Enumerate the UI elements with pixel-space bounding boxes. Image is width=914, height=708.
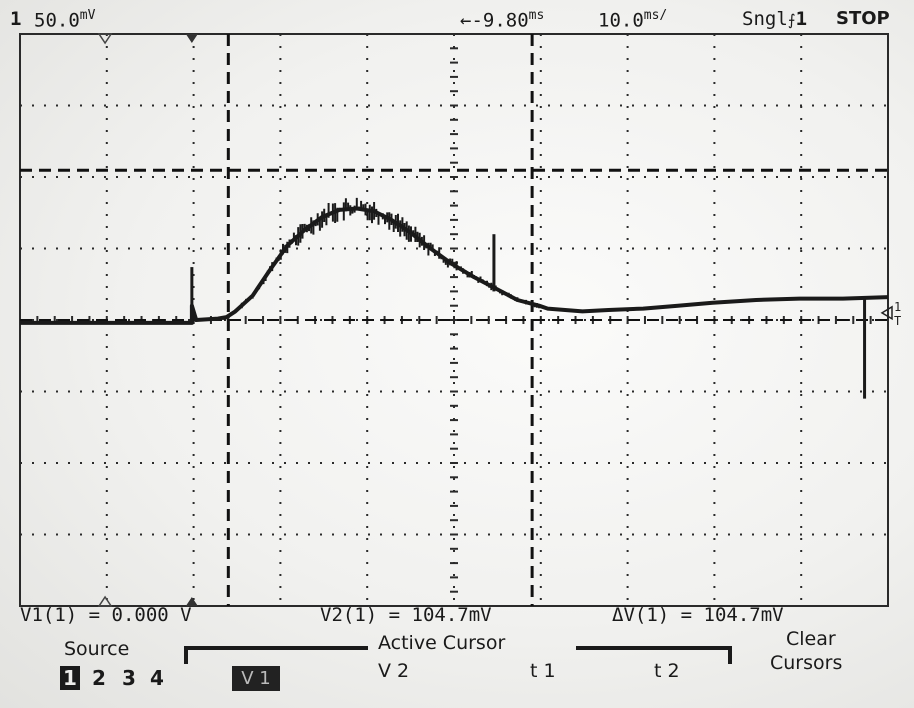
trigger-point-icon — [185, 34, 198, 43]
active-cursor-bracket-left — [184, 646, 368, 664]
ground-marker: T — [894, 314, 901, 328]
trigger-channel: 1 — [795, 8, 808, 30]
status-bar: 1 50.0mV ←-9.80ms 10.0ms/ Sngl⨍1 STOP — [0, 4, 914, 34]
cursor-select-t1[interactable]: t 1 — [530, 660, 556, 682]
trigger-edge-icon: ⨍ — [787, 11, 796, 29]
timebase-unit: ms/ — [643, 8, 668, 23]
delay-readout: ←-9.80ms — [460, 8, 544, 31]
delta-v-readout: ΔV(1) = 104.7mV — [612, 604, 784, 626]
channel-level-arrow-icon — [880, 305, 893, 321]
trigger-mode: Sngl⨍1 — [742, 8, 807, 30]
source-option-2[interactable]: 2 — [92, 666, 106, 690]
graticule-grid — [19, 33, 889, 607]
scale-unit: mV — [79, 8, 96, 23]
delay-reference-icon — [97, 33, 113, 45]
source-option-4[interactable]: 4 — [150, 666, 164, 690]
channel-scale: 50.0mV — [34, 8, 95, 31]
source-option-1[interactable]: 1 — [60, 666, 80, 690]
trigger-level-marker: 1 — [894, 300, 901, 314]
run-state: STOP — [836, 8, 890, 29]
trigger-point-icon — [185, 597, 198, 606]
delay-value: ←-9.80 — [460, 9, 529, 32]
source-softkey-label[interactable]: Source — [64, 638, 130, 660]
v2-readout: V2(1) = 104.7mV — [320, 604, 492, 626]
delay-unit: ms — [528, 8, 545, 23]
active-cursor-bracket-right — [576, 646, 732, 664]
active-cursor-title: Active Cursor — [378, 632, 506, 654]
v1-readout: V1(1) = 0.000 V — [20, 604, 192, 626]
clear-cursors-label-line2[interactable]: Cursors — [770, 652, 843, 674]
softkey-menu: Source 1 2 3 4 Active Cursor V 1 V 2 t 1… — [0, 628, 914, 708]
source-option-3[interactable]: 3 — [122, 666, 136, 690]
cursor-select-v2[interactable]: V 2 — [378, 660, 410, 682]
delay-reference-icon — [97, 595, 113, 607]
timebase-readout: 10.0ms/ — [598, 8, 667, 31]
edge-markers: 1T — [97, 33, 901, 607]
clear-cursors-label-line1[interactable]: Clear — [786, 628, 836, 650]
cursor-select-t2[interactable]: t 2 — [654, 660, 680, 682]
trigger-mode-label: Sngl — [742, 8, 788, 30]
channel-number: 1 — [10, 8, 22, 30]
cursor-lines — [20, 34, 888, 606]
waveform-trace — [20, 197, 889, 399]
waveform-noise — [216, 197, 541, 321]
timebase-value: 10.0 — [598, 9, 644, 32]
scale-value: 50.0 — [34, 9, 80, 32]
cursor-select-v1[interactable]: V 1 — [232, 666, 280, 691]
